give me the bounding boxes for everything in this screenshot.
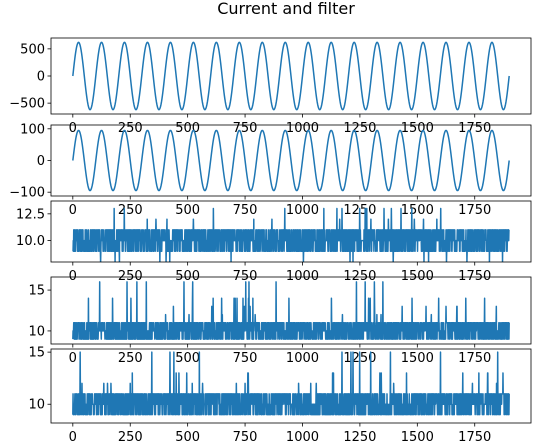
x-tick-label: 1500 [401, 269, 434, 284]
y-tick-label: 0 [37, 70, 45, 85]
x-tick-label: 1750 [458, 269, 491, 284]
x-tick-label: 1500 [401, 351, 434, 366]
subplot-5: 0 250 500 750 1000 1250 1500 1750 15 10 [28, 346, 532, 441]
x-tick-label: 750 [233, 203, 258, 218]
y-tick-label: −500 [9, 97, 45, 112]
x-tick-label: 0 [69, 203, 77, 218]
axes-frame [50, 200, 532, 263]
x-tick-label: 500 [175, 269, 200, 284]
series-line [72, 351, 510, 416]
x-tick-label: 250 [118, 203, 143, 218]
x-tick-label: 1750 [458, 203, 491, 218]
x-tick-label: 500 [175, 121, 200, 136]
y-tick-label: 15 [28, 346, 45, 361]
x-tick-label: 1250 [343, 121, 376, 136]
x-tick-label: 750 [233, 269, 258, 284]
x-tick-label: 750 [233, 430, 258, 441]
x-tick-label: 1000 [286, 430, 319, 441]
x-tick-label: 500 [175, 351, 200, 366]
x-tick-label: 1500 [401, 121, 434, 136]
x-tick-label: 1250 [343, 269, 376, 284]
x-tick-label: 1750 [458, 430, 491, 441]
x-tick-label: 0 [69, 121, 77, 136]
y-tick-label: 0 [37, 154, 45, 169]
x-tick-label: 750 [233, 121, 258, 136]
subplot-3: 0 250 500 750 1000 1250 1500 1750 12.5 10.0 [16, 200, 532, 284]
x-tick-label: 1000 [286, 203, 319, 218]
x-tick-label: 0 [69, 430, 77, 441]
series-line [72, 281, 510, 340]
x-tick-label: 1750 [458, 121, 491, 136]
y-tick-label: 500 [20, 42, 45, 57]
axes-frame [50, 348, 532, 424]
x-tick-label: 1500 [401, 430, 434, 441]
x-tick-label: 1250 [343, 430, 376, 441]
x-tick-label: 1000 [286, 121, 319, 136]
x-tick-label: 750 [233, 351, 258, 366]
series-line [72, 41, 510, 111]
axes-frame [50, 276, 532, 345]
x-tick-label: 250 [118, 351, 143, 366]
x-tick-label: 1750 [458, 351, 491, 366]
x-tick-label: 1000 [286, 351, 319, 366]
x-tick-label: 0 [69, 269, 77, 284]
x-tick-label: 0 [69, 351, 77, 366]
series-line [72, 207, 510, 262]
x-tick-label: 500 [175, 203, 200, 218]
y-tick-label: 10.0 [16, 234, 45, 249]
y-tick-label: 12.5 [16, 207, 45, 222]
series-line [72, 129, 510, 192]
subplot-1: 0 250 500 750 1000 1250 1500 1750 500 0 −500 [9, 37, 532, 136]
figure-title: Current and filter [217, 0, 355, 18]
x-tick-label: 250 [118, 430, 143, 441]
x-tick-label: 1500 [401, 203, 434, 218]
y-tick-label: 15 [28, 284, 45, 299]
y-tick-label: −100 [9, 186, 45, 201]
y-tick-label: 10 [28, 398, 45, 413]
x-tick-label: 500 [175, 430, 200, 441]
y-tick-label: 10 [28, 324, 45, 339]
x-tick-label: 1000 [286, 269, 319, 284]
x-tick-label: 250 [118, 121, 143, 136]
y-tick-label: 100 [20, 122, 45, 137]
x-tick-label: 250 [118, 269, 143, 284]
